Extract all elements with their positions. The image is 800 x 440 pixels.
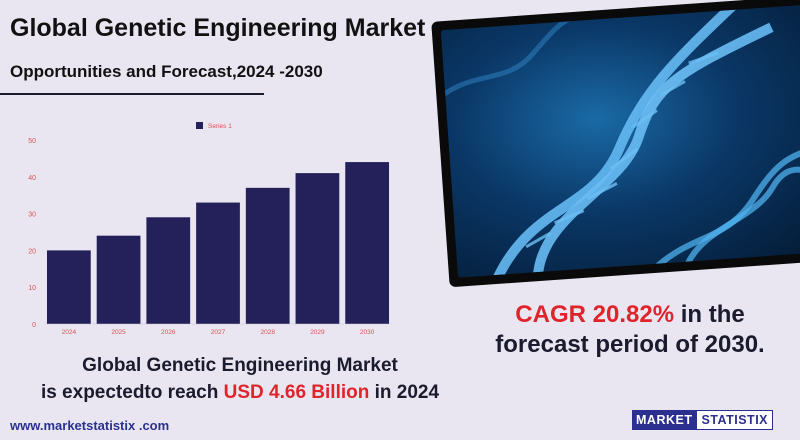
dna-helix-image bbox=[440, 4, 800, 278]
bar bbox=[96, 235, 141, 324]
x-tick-label: 2030 bbox=[360, 329, 375, 336]
bar-chart: 0 10 20 30 40 50 Series 1 2024 2025 2026 2027 2028 2… bbox=[22, 112, 398, 344]
website-link[interactable]: www.marketstatistix .com bbox=[10, 418, 170, 433]
page-subtitle: Opportunities and Forecast,2024 -2030 bbox=[10, 62, 323, 81]
bar bbox=[245, 187, 290, 324]
bar bbox=[295, 173, 340, 324]
title-divider bbox=[0, 93, 264, 95]
x-tick-label: 2027 bbox=[211, 329, 226, 336]
x-tick-label: 2025 bbox=[111, 329, 126, 336]
y-tick-label: 20 bbox=[28, 248, 36, 255]
market-summary: Global Genetic Engineering Market is exp… bbox=[20, 352, 460, 406]
dna-helix-icon bbox=[440, 4, 800, 278]
y-tick-label: 10 bbox=[28, 285, 36, 292]
page-title: Global Genetic Engineering Market bbox=[10, 14, 426, 42]
legend-label: Series 1 bbox=[208, 123, 232, 130]
y-tick-label: 40 bbox=[28, 175, 36, 182]
x-tick-label: 2024 bbox=[62, 329, 77, 336]
cagr-value: CAGR 20.82% bbox=[515, 301, 675, 328]
cagr-callout: CAGR 20.82% in the forecast period of 20… bbox=[490, 300, 770, 360]
summary-prefix: is expectedto reach bbox=[40, 382, 224, 403]
bar bbox=[196, 202, 240, 324]
y-tick-label: 0 bbox=[32, 322, 36, 329]
summary-suffix: in 2024 bbox=[369, 382, 440, 403]
bar bbox=[46, 250, 91, 324]
bar bbox=[146, 217, 191, 324]
dna-image-frame bbox=[431, 0, 800, 288]
legend-swatch bbox=[196, 122, 203, 129]
x-tick-label: 2026 bbox=[161, 329, 176, 336]
y-tick-label: 30 bbox=[28, 212, 36, 219]
logo-left-text: MARKET bbox=[632, 410, 697, 430]
x-tick-label: 2028 bbox=[260, 329, 275, 336]
cagr-text-2: forecast period of 2030. bbox=[495, 331, 765, 358]
y-tick-label: 50 bbox=[28, 138, 36, 145]
x-tick-label: 2029 bbox=[310, 329, 325, 336]
brand-logo: MARKET STATISTIX bbox=[632, 410, 780, 430]
summary-value: USD 4.66 Billion bbox=[223, 382, 370, 403]
cagr-text-1: in the bbox=[674, 301, 745, 328]
summary-line-1: Global Genetic Engineering Market bbox=[82, 355, 398, 376]
bar bbox=[345, 162, 390, 324]
logo-right-text: STATISTIX bbox=[696, 410, 774, 430]
